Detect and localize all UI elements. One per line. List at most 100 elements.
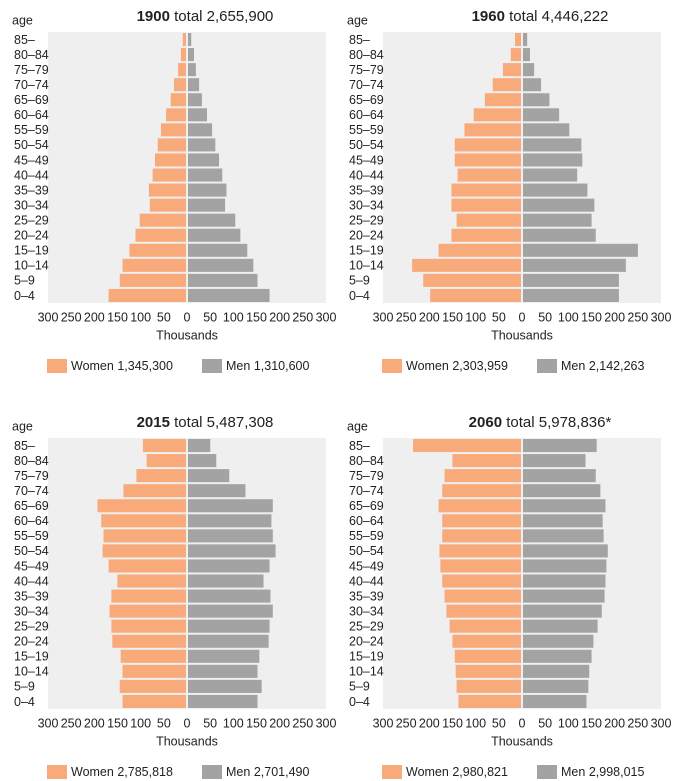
y-tick-label: 30–34 [14,198,49,212]
x-axis-label: Thousands [156,328,218,342]
y-tick-label: 20–24 [349,229,384,243]
bar [438,499,521,513]
bar [188,544,276,558]
y-tick-label: 55–59 [349,123,384,137]
x-tick-label: 250 [292,716,313,730]
bar [523,168,578,182]
legend-swatch [537,359,557,373]
bar [188,664,258,678]
bar [454,649,521,663]
bar [523,78,542,92]
legend-total: 2,701,490 [254,765,310,779]
x-tick-label: 150 [246,310,267,324]
legend-name: Men [561,359,585,373]
bar [523,288,619,302]
y-tick-label: 10–14 [14,259,49,273]
legend-name: Men [226,765,250,779]
bar [109,604,186,618]
bar [454,153,521,167]
legend-swatch [202,765,222,779]
x-tick-label: 100 [558,310,579,324]
title-year: 1900 [137,8,170,25]
legend-label: Women 1,345,300 [71,359,173,373]
x-tick-label: 300 [38,716,59,730]
y-tick-label: 70–74 [349,78,384,92]
bar [456,679,521,693]
bar [523,183,588,197]
plot-background [383,438,661,709]
x-tick-label: 200 [269,310,290,324]
x-tick-label: 150 [442,716,463,730]
x-tick-label: 250 [292,310,313,324]
y-tick-label: 35–39 [14,589,49,603]
legend-total: 2,980,821 [452,765,508,779]
x-tick-label: 50 [492,716,506,730]
legend-label: Women 2,980,821 [406,765,508,779]
bar [188,228,241,242]
x-tick-label: 150 [246,716,267,730]
bar [523,469,596,483]
y-tick-label: 0–4 [14,695,35,709]
y-tick-label: 60–64 [14,514,49,528]
bar [523,48,530,62]
bar [160,123,186,137]
y-tick-label: 65–69 [349,499,384,513]
chart-title: 1900 total 2,655,900 [137,8,274,25]
x-tick-label: 200 [84,310,105,324]
bar [119,273,186,287]
x-tick-label: 50 [538,716,552,730]
bar [523,514,603,528]
bar [523,679,589,693]
bar [446,604,521,618]
legend-label: Men 2,701,490 [226,765,309,779]
bar [438,243,521,257]
y-tick-label: 50–54 [349,544,384,558]
bar [523,694,587,708]
y-tick-label: 45–49 [349,559,384,573]
y-tick-label: 35–39 [14,183,49,197]
legend-swatch [47,359,67,373]
y-tick-label: 15–19 [14,244,49,258]
bar [413,439,521,453]
legend-label: Women 2,303,959 [406,359,508,373]
bar [523,454,586,468]
bar [112,634,186,648]
legend-label: Men 2,998,015 [561,765,644,779]
bar [523,108,560,122]
bar [412,258,521,272]
x-tick-label: 300 [38,310,59,324]
y-tick-label: 45–49 [349,153,384,167]
x-tick-label: 300 [651,310,672,324]
bar [451,228,521,242]
y-axis-label: age [347,13,368,27]
y-tick-label: 70–74 [349,484,384,498]
bar [454,138,521,152]
y-tick-label: 50–54 [14,544,49,558]
y-tick-label: 10–14 [349,665,384,679]
x-tick-label: 100 [465,310,486,324]
y-tick-label: 45–49 [14,559,49,573]
bar [188,78,200,92]
bar [122,694,186,708]
x-tick-label: 250 [627,716,648,730]
bar [152,168,186,182]
x-tick-label: 250 [627,310,648,324]
bar [148,183,186,197]
x-tick-label: 0 [184,716,191,730]
plot-background [383,32,661,303]
bar [108,559,186,573]
y-tick-label: 5–9 [14,274,35,288]
bar [188,153,220,167]
bar [188,183,227,197]
legend-swatch [382,359,402,373]
y-tick-label: 15–19 [349,650,384,664]
bar [523,33,528,47]
bar [444,589,521,603]
bar [502,63,521,77]
y-tick-label: 85– [14,33,35,47]
bar [188,619,270,633]
title-year: 1960 [472,8,505,25]
y-tick-label: 75–79 [349,469,384,483]
bar [523,258,626,272]
